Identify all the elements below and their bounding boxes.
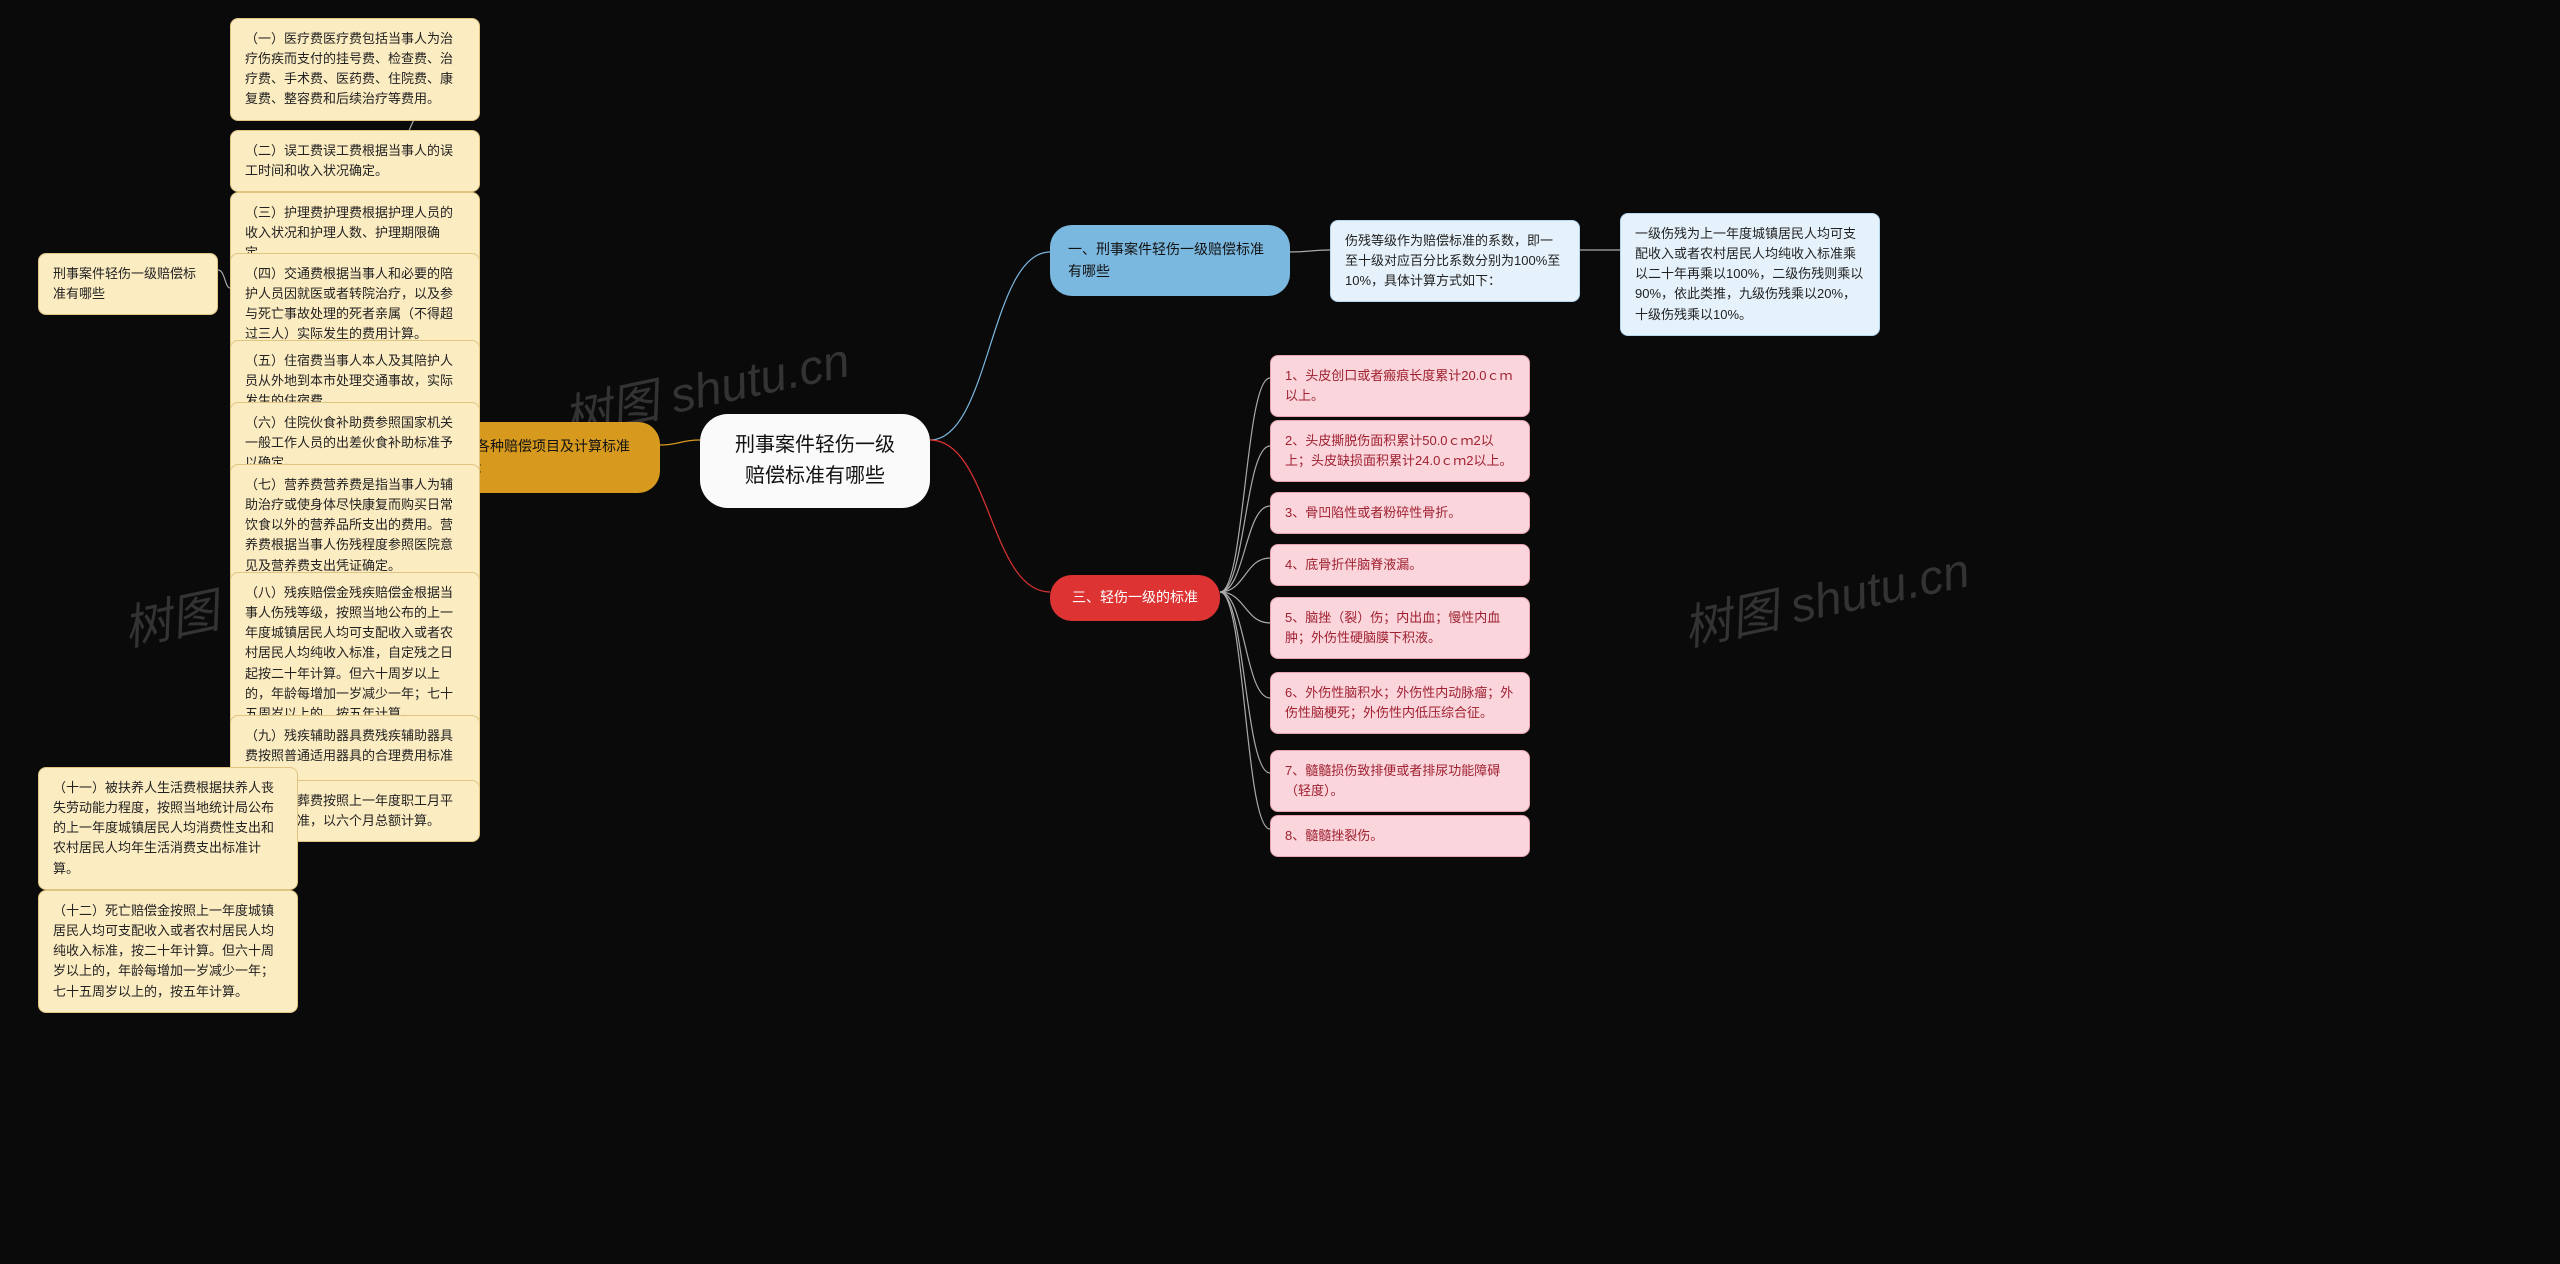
b2-item-8: （八）残疾赔偿金残疾赔偿金根据当事人伤残等级，按照当地公布的上一年度城镇居民人均…	[230, 572, 480, 735]
b2-extra-12: （十二）死亡赔偿金按照上一年度城镇居民人均可支配收入或者农村居民人均纯收入标准，…	[38, 890, 298, 1013]
b2-side-label: 刑事案件轻伤一级赔偿标准有哪些	[38, 253, 218, 315]
b3-item-4: 4、底骨折伴脑脊液漏。	[1270, 544, 1530, 586]
b2-item-2: （二）误工费误工费根据当事人的误工时间和收入状况确定。	[230, 130, 480, 192]
watermark: 树图 shutu.cn	[1676, 531, 1975, 660]
b3-item-5: 5、脑挫（裂）伤；内出血；慢性内血肿；外伤性硬脑膜下积液。	[1270, 597, 1530, 659]
b2-extra-11: （十一）被扶养人生活费根据扶养人丧失劳动能力程度，按照当地统计局公布的上一年度城…	[38, 767, 298, 890]
b3-item-7: 7、髓髓损伤致排便或者排尿功能障碍（轻度）。	[1270, 750, 1530, 812]
branch-1: 一、刑事案件轻伤一级赔偿标准有哪些	[1050, 225, 1290, 296]
branch-3: 三、轻伤一级的标准	[1050, 575, 1220, 621]
b3-item-6: 6、外伤性脑积水；外伤性内动脉瘤；外伤性脑梗死；外伤性内低压综合征。	[1270, 672, 1530, 734]
b3-item-8: 8、髓髓挫裂伤。	[1270, 815, 1530, 857]
b2-item-7: （七）营养费营养费是指当事人为辅助治疗或使身体尽快康复而购买日常饮食以外的营养品…	[230, 464, 480, 587]
b1-leaf-2: 一级伤残为上一年度城镇居民人均可支配收入或者农村居民人均纯收入标准乘以二十年再乘…	[1620, 213, 1880, 336]
root-node: 刑事案件轻伤一级赔偿标准有哪些	[700, 414, 930, 508]
b2-item-1: （一）医疗费医疗费包括当事人为治疗伤疾而支付的挂号费、检查费、治疗费、手术费、医…	[230, 18, 480, 121]
b3-item-2: 2、头皮撕脱伤面积累计50.0ｃｍ2以上；头皮缺损面积累计24.0ｃｍ2以上。	[1270, 420, 1530, 482]
b3-item-1: 1、头皮创口或者瘢痕长度累计20.0ｃｍ以上。	[1270, 355, 1530, 417]
b3-item-3: 3、骨凹陷性或者粉碎性骨折。	[1270, 492, 1530, 534]
b1-leaf-1: 伤残等级作为赔偿标准的系数，即一至十级对应百分比系数分别为100%至10%，具体…	[1330, 220, 1580, 302]
